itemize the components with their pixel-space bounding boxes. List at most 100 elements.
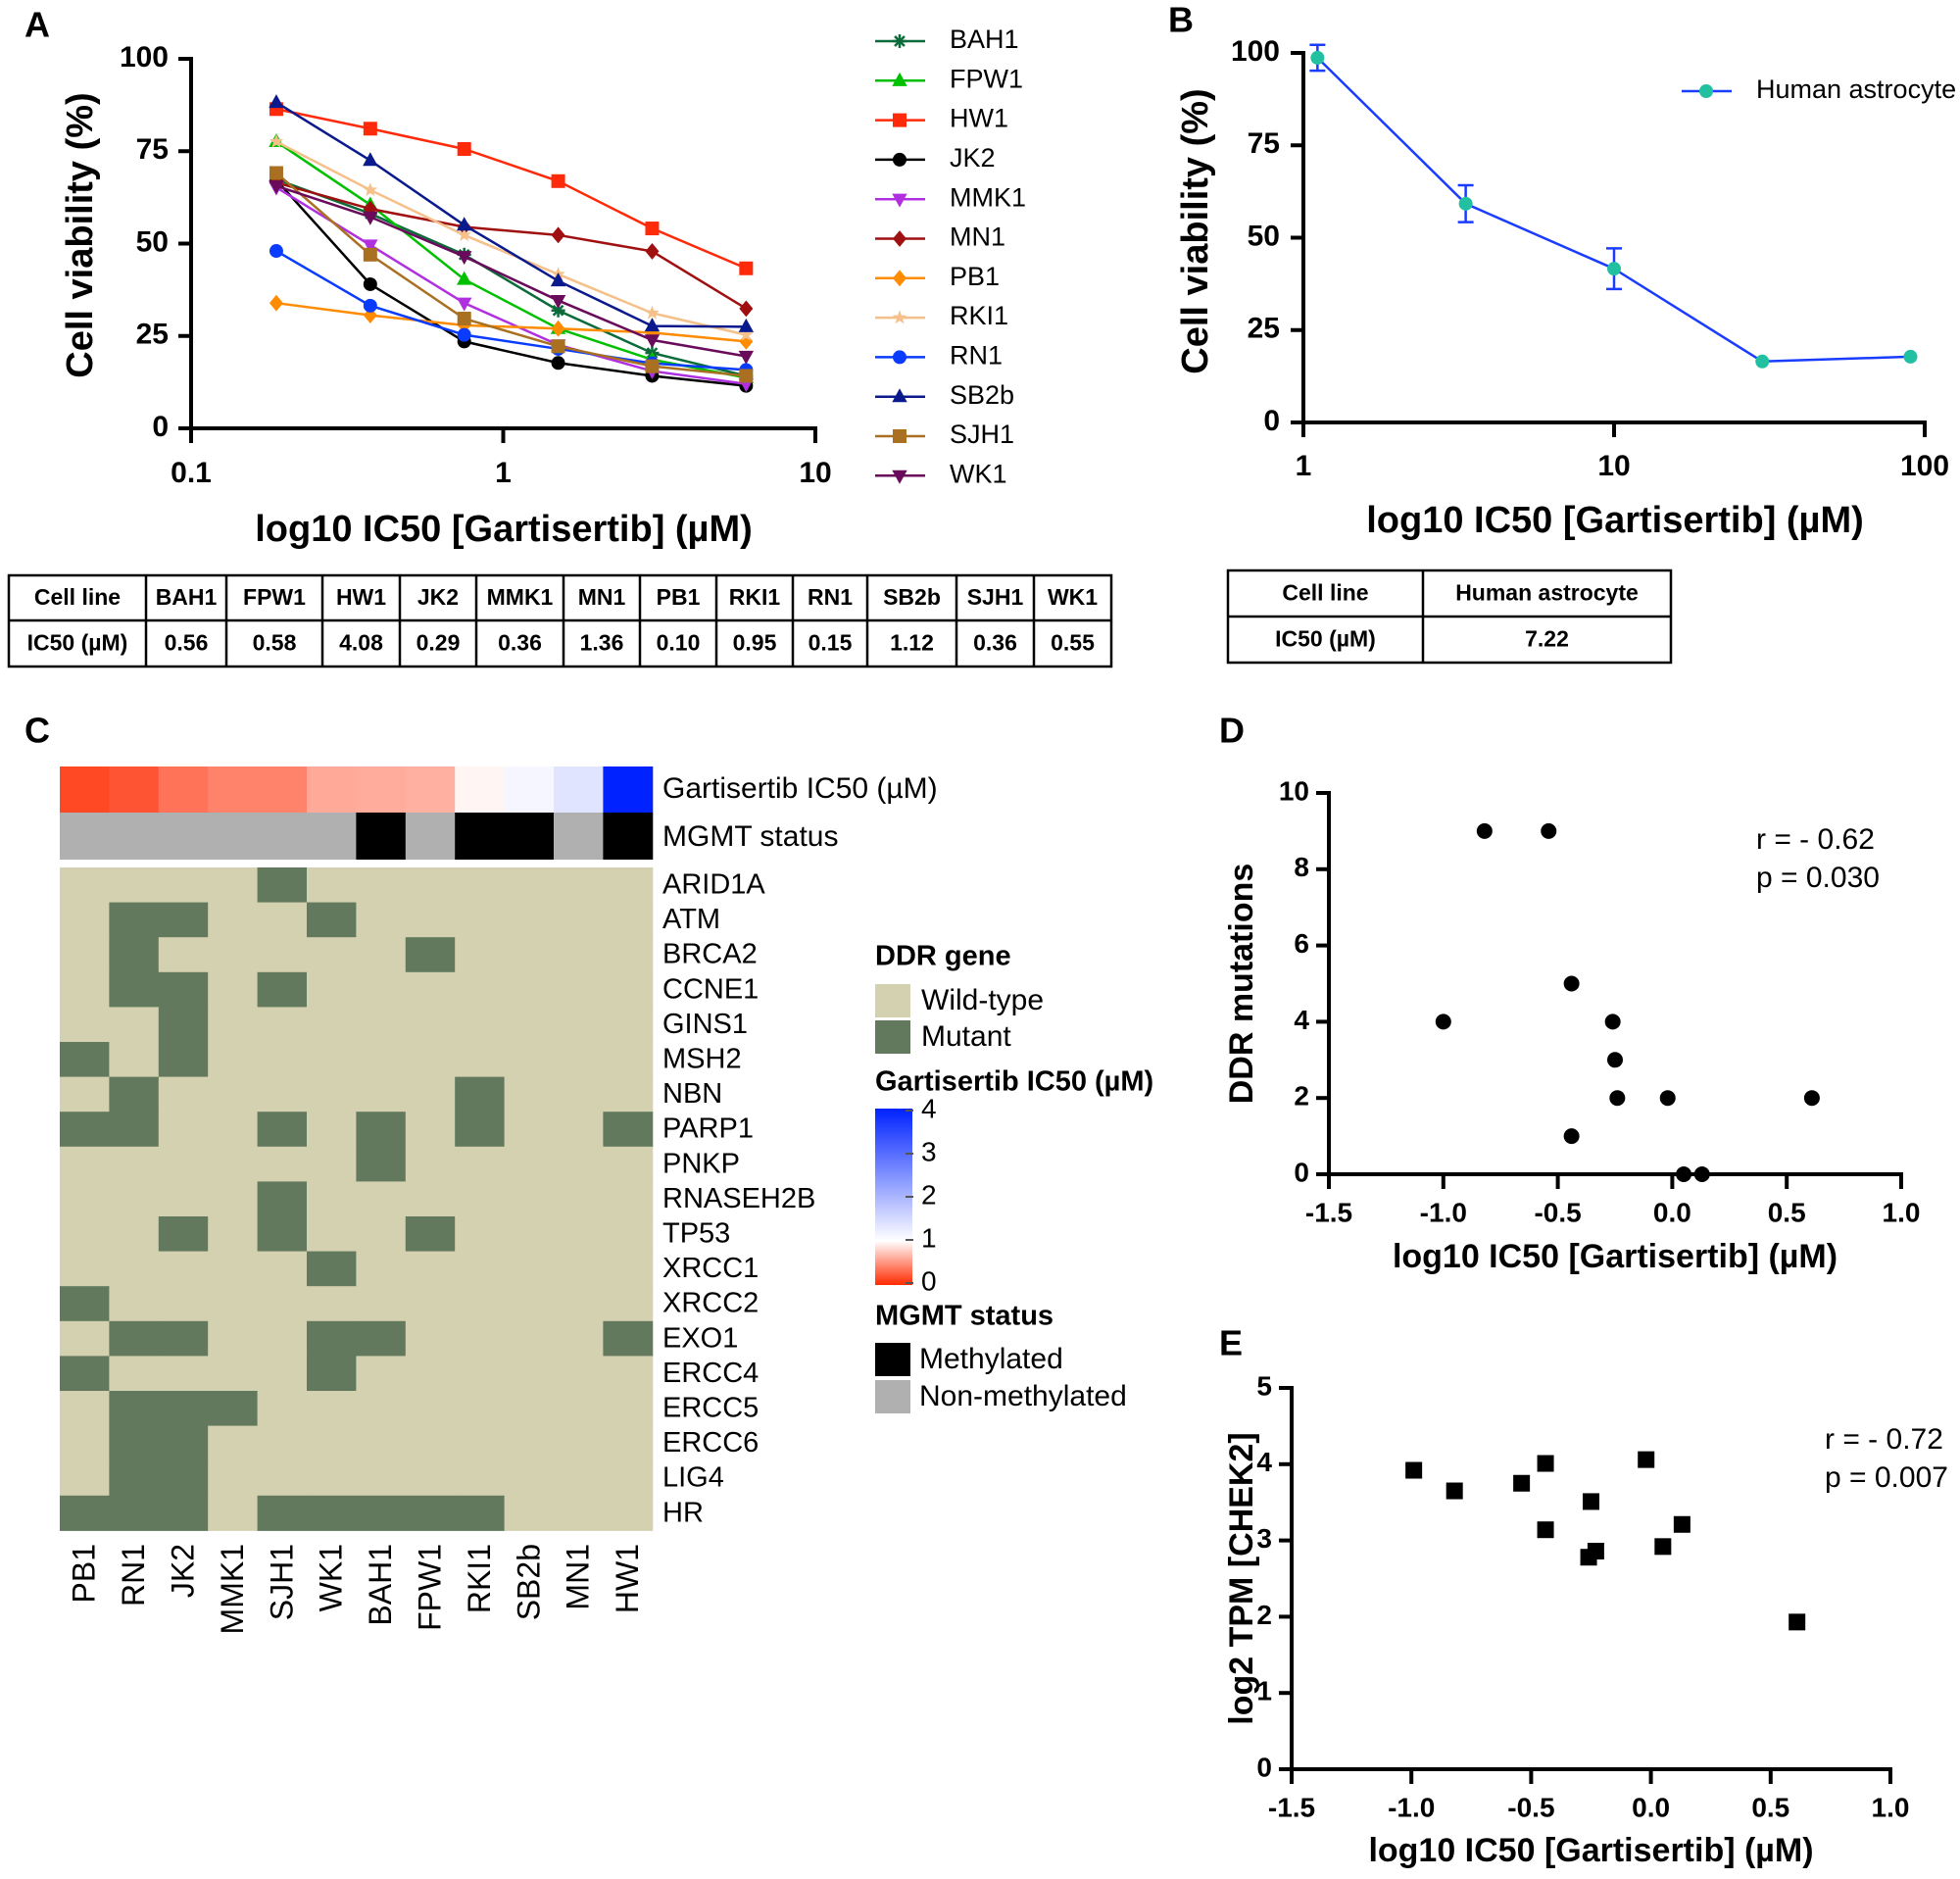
panel-e-scatter: 0 1 2 3 4 5 -1.5 -1.0 -0.5 0.0 0.5 1.0 log2 TPM [CHE…: [1223, 1370, 1948, 1869]
wild-type-cell: [307, 1286, 357, 1322]
panel-d-scatter: 0 2 4 6 8 10 -1.5 -1.0 -0.5 0.0 0.5 1.0 DDR mutation…: [1223, 775, 1920, 1275]
legend-item: MMK1: [875, 182, 1026, 212]
data-point: [1405, 1461, 1423, 1479]
series-line: [275, 301, 747, 343]
wild-type-cell: [307, 1181, 357, 1217]
wild-type-cell: [455, 1042, 506, 1078]
wild-type-cell: [504, 1042, 555, 1078]
wild-type-cell: [356, 1042, 407, 1078]
legend-item: JK2: [875, 143, 996, 173]
wild-type-cell: [405, 1460, 456, 1497]
mutant-cell: [356, 1495, 407, 1531]
ic50-annotation-cell: [405, 766, 456, 813]
wild-type-cell: [455, 1286, 506, 1322]
gene-label: BRCA2: [662, 939, 758, 970]
wild-type-cell: [455, 1146, 506, 1182]
data-point: [1654, 1538, 1672, 1556]
table-cell: 0.15: [808, 630, 853, 656]
wild-type-cell: [504, 1425, 555, 1461]
wild-type-cell: [307, 937, 357, 973]
legend-label: BAH1: [950, 25, 1019, 54]
legend-marker: [1699, 84, 1713, 98]
data-point: [457, 251, 472, 266]
wild-type-cell: [208, 1007, 259, 1043]
mutant-cell: [257, 1495, 308, 1531]
wild-type-cell: [158, 1181, 209, 1217]
mutant-cell: [158, 1007, 209, 1043]
wild-type-cell: [356, 1425, 407, 1461]
gene-label: LIG4: [662, 1462, 724, 1494]
table-cell: 0.56: [165, 630, 209, 656]
wild-type-cell: [158, 1251, 209, 1287]
wild-type-cell: [554, 1391, 604, 1427]
wild-type-cell: [208, 1181, 259, 1217]
panel-label: B: [1168, 0, 1194, 40]
wild-type-cell: [603, 1495, 654, 1531]
x-tick-label: 1: [1296, 450, 1312, 482]
wild-type-cell: [60, 1146, 110, 1182]
wild-type-cell: [603, 1146, 654, 1182]
data-point: [1541, 822, 1557, 839]
series-HW1: [269, 102, 754, 275]
wild-type-cell: [109, 1356, 160, 1392]
series-SJH1: [269, 166, 754, 383]
data-point: [457, 141, 471, 156]
mutant-cell: [455, 1112, 506, 1148]
wild-type-cell: [60, 902, 110, 938]
wild-type-cell: [257, 1425, 308, 1461]
wild-type-cell: [356, 1251, 407, 1287]
scale-tick-label: 4: [921, 1093, 937, 1123]
data-point: [550, 294, 566, 309]
wild-type-cell: [307, 971, 357, 1008]
x-tick-label: 0.5: [1768, 1197, 1806, 1227]
y-tick-label: 2: [1256, 1600, 1272, 1630]
wild-type-cell: [455, 1007, 506, 1043]
wild-type-cell: [60, 1391, 110, 1427]
table-header-cell: Cell line: [1282, 580, 1368, 606]
table-cell: 0.55: [1051, 630, 1095, 656]
x-axis-title: log10 IC50 [Gartisertib] (µM): [1366, 500, 1864, 541]
wild-type-cell: [504, 1495, 555, 1531]
x-axis-title: log10 IC50 [Gartisertib] (µM): [1368, 1832, 1813, 1869]
mutant-cell: [603, 1320, 654, 1357]
stat-annotation: r = - 0.72: [1825, 1423, 1943, 1456]
gene-label: ARID1A: [662, 868, 765, 900]
wild-type-cell: [504, 867, 555, 904]
wild-type-cell: [455, 902, 506, 938]
wild-type-cell: [257, 1356, 308, 1392]
legend-marker: [893, 270, 906, 287]
series-human-astrocyte: [1309, 43, 1918, 369]
wild-type-cell: [356, 1181, 407, 1217]
data-point: [363, 298, 377, 313]
ic50-annotation-cell: [455, 766, 506, 813]
data-point: [1788, 1613, 1806, 1631]
mutant-cell: [257, 1112, 308, 1148]
gene-label: NBN: [662, 1078, 722, 1110]
mutant-cell: [109, 1460, 160, 1497]
ic50-annotation-cell: [603, 766, 654, 813]
column-label: BAH1: [363, 1544, 398, 1626]
mutant-cell: [405, 1495, 456, 1531]
legend-title: MGMT status: [875, 1301, 1054, 1332]
wild-type-cell: [208, 1076, 259, 1113]
series-line: [275, 186, 747, 385]
ic50-annotation-cell: [356, 766, 407, 813]
wild-type-cell: [504, 1076, 555, 1113]
legend-item: HW1: [875, 104, 1008, 133]
wild-type-cell: [603, 1076, 654, 1113]
mutant-cell: [158, 971, 209, 1008]
wild-type-cell: [208, 1320, 259, 1357]
gene-label: PNKP: [662, 1148, 740, 1179]
gene-label: ERCC6: [662, 1427, 759, 1459]
wild-type-cell: [603, 1216, 654, 1253]
legend-label: HW1: [950, 104, 1008, 133]
wild-type-cell: [60, 971, 110, 1008]
x-tick-label: -1.5: [1305, 1197, 1352, 1227]
wild-type-cell: [356, 1076, 407, 1113]
legend-marker: [893, 34, 906, 48]
ic50-annotation-cell: [158, 766, 209, 813]
wild-type-cell: [109, 1286, 160, 1322]
wild-type-cell: [60, 867, 110, 904]
data-point: [1446, 1482, 1463, 1500]
data-point: [457, 217, 472, 231]
